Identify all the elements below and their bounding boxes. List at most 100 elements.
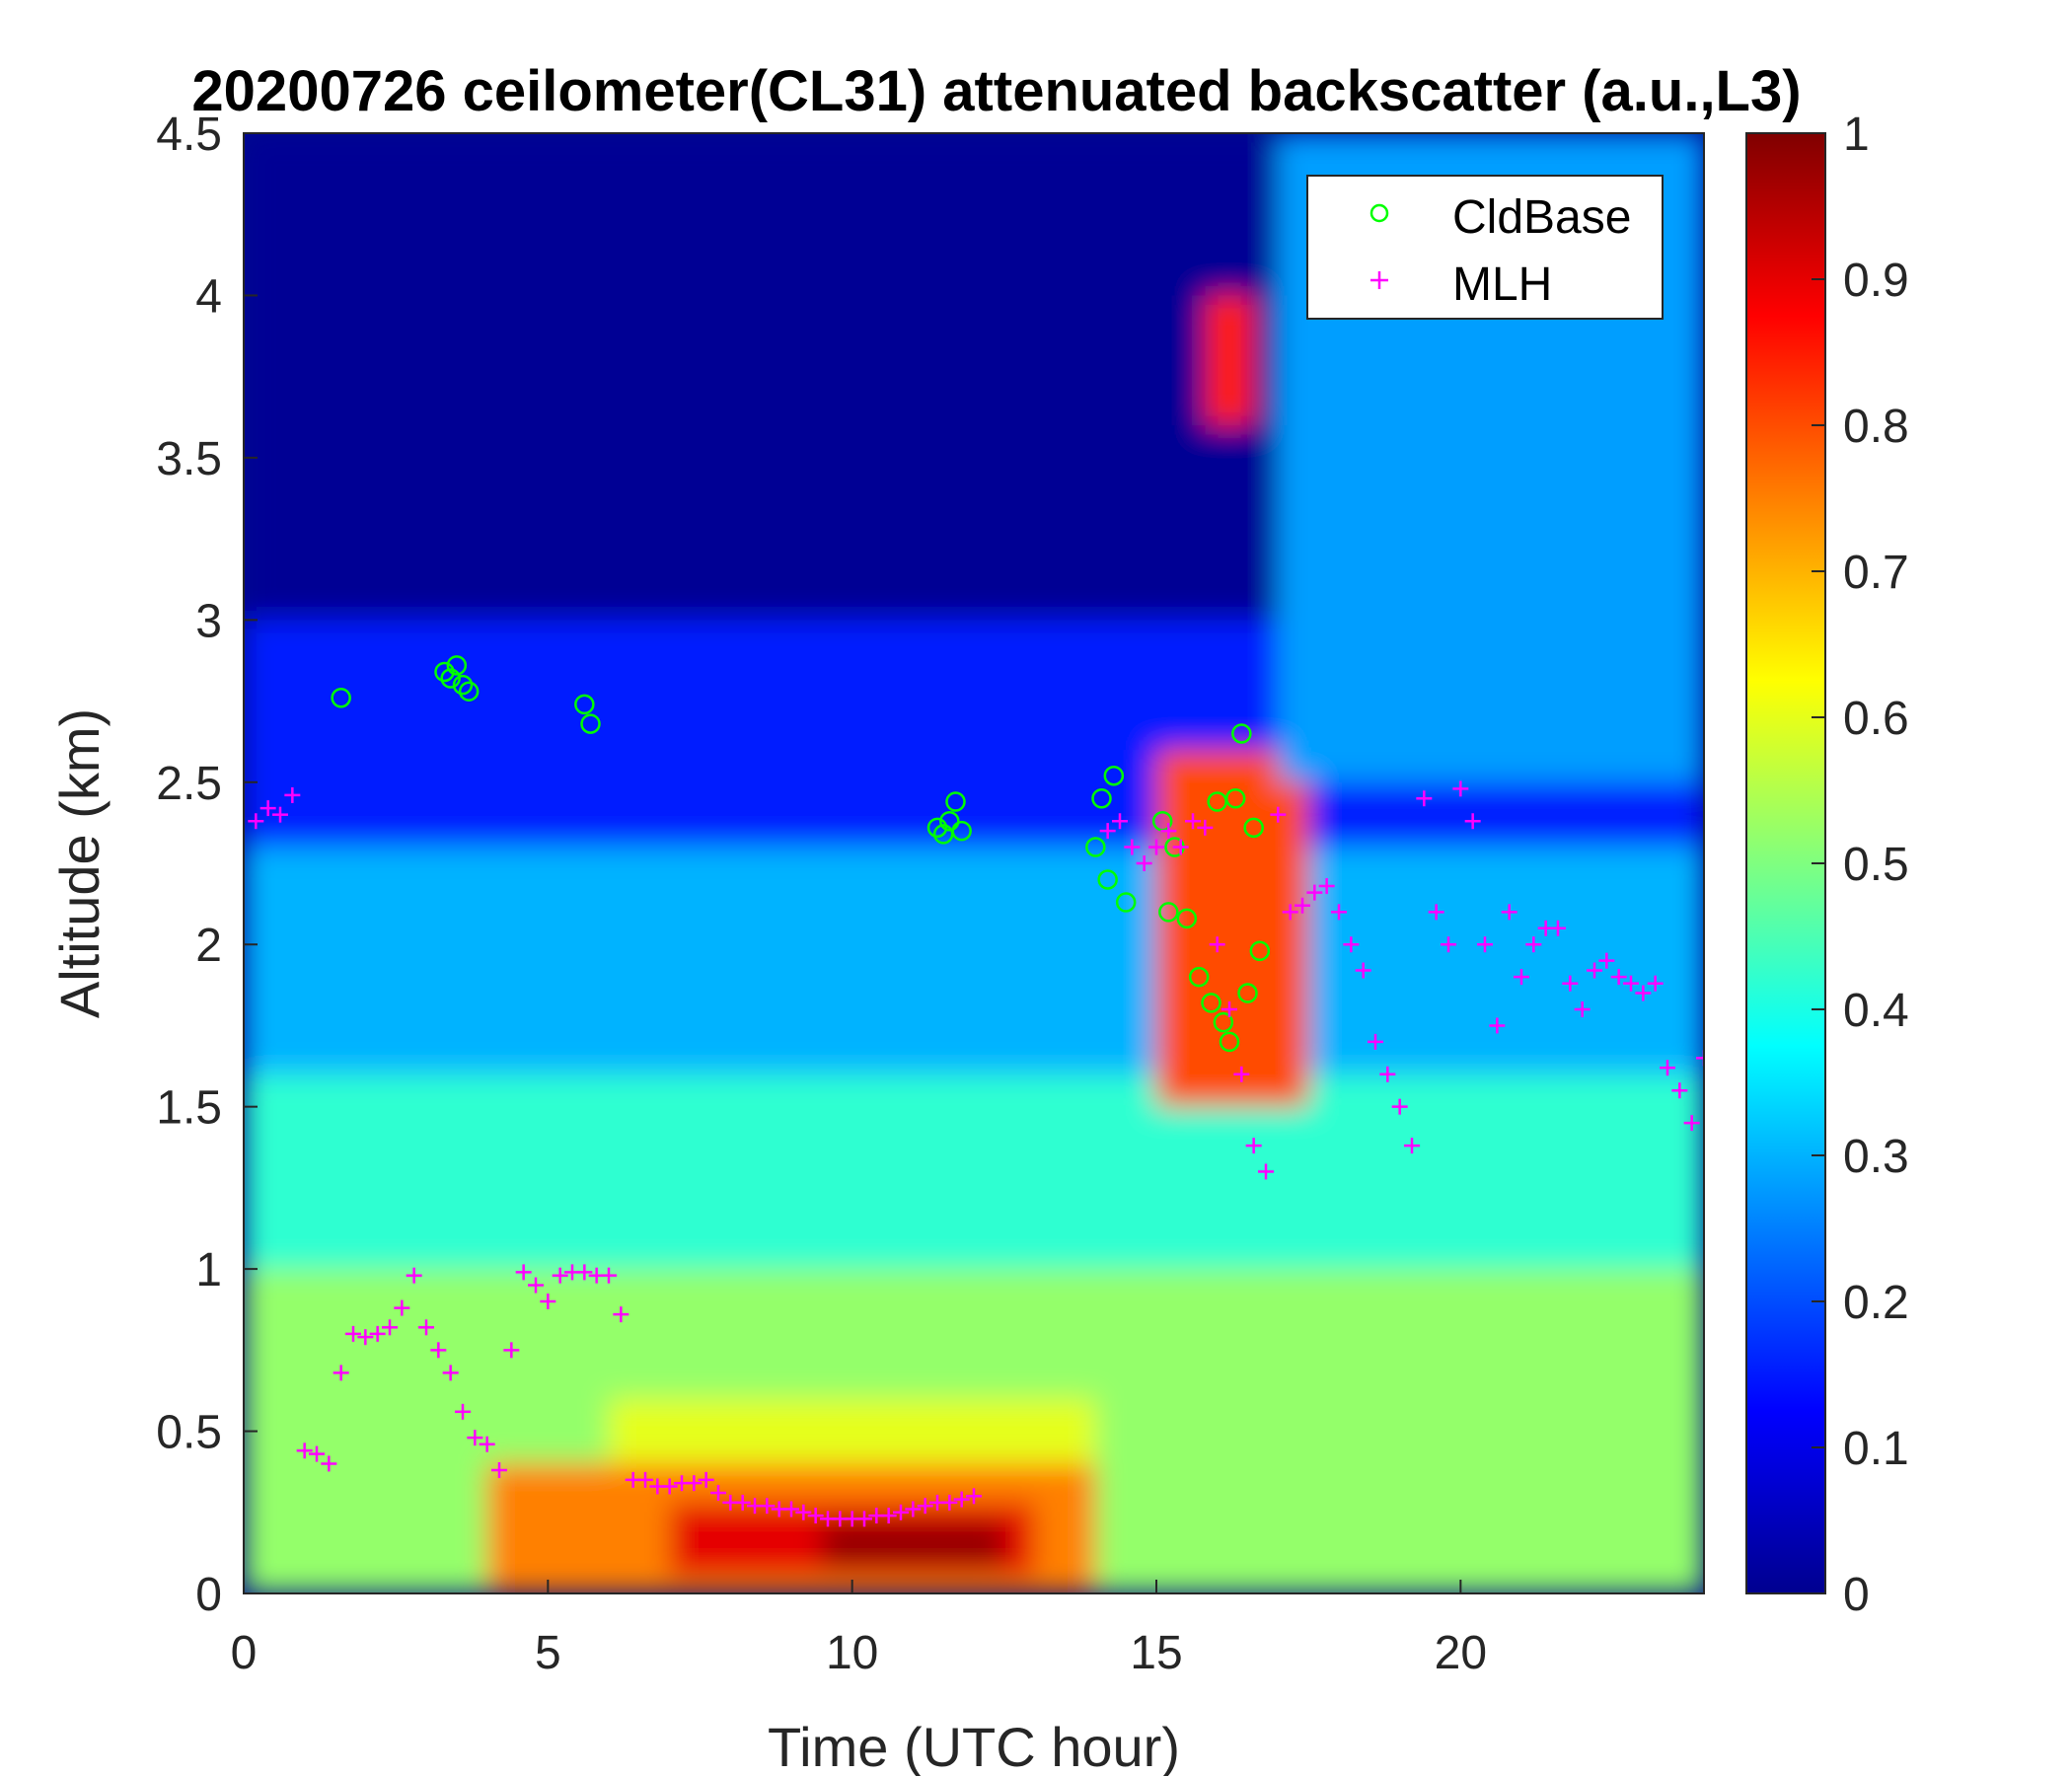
y-tick-label: 0.5 — [156, 1407, 222, 1459]
mlh-point — [394, 1299, 410, 1316]
mlh-series — [248, 780, 1704, 1527]
mlh-point — [601, 1267, 617, 1284]
mlh-point — [1318, 878, 1335, 895]
mlh-point — [637, 1471, 653, 1488]
mlh-point — [479, 1436, 495, 1452]
mlh-point — [856, 1511, 872, 1527]
mlh-point — [1148, 839, 1164, 855]
legend-cldbase-label: CldBase — [1452, 191, 1631, 244]
mlh-point — [783, 1501, 799, 1517]
cldbase-point — [939, 810, 960, 832]
y-tick-label: 2.5 — [156, 758, 222, 810]
cldbase-point — [1158, 902, 1179, 923]
mlh-point — [296, 1443, 313, 1459]
y-axis: 0 0.5 1 1.5 2 2.5 3 3.5 4 4.5 — [156, 109, 258, 1621]
cldbase-point — [1219, 1031, 1240, 1053]
mlh-point — [503, 1342, 520, 1359]
mlh-point — [1477, 936, 1493, 953]
colorbar-tick-label: 0.9 — [1843, 255, 1909, 307]
mlh-point — [613, 1306, 629, 1323]
mlh-point — [917, 1498, 933, 1515]
mlh-point — [1489, 1017, 1506, 1034]
mlh-point — [710, 1485, 726, 1502]
colorbar-tick-label: 0.2 — [1843, 1277, 1909, 1329]
cldbase-point — [446, 655, 468, 676]
x-tick-label: 15 — [1130, 1627, 1182, 1679]
cldbase-point — [945, 791, 966, 812]
mlh-point — [1647, 975, 1664, 992]
mlh-point — [1441, 936, 1456, 953]
mlh-point — [1331, 904, 1347, 921]
cldbase-point — [574, 694, 595, 715]
y-axis-label: Altitude (km) — [48, 708, 111, 1018]
mlh-point — [321, 1455, 337, 1472]
colorbar-tick-label: 0 — [1843, 1569, 1870, 1621]
mlh-point — [1598, 952, 1615, 969]
mlh-point — [576, 1264, 593, 1281]
mlh-point — [259, 800, 276, 817]
colorbar-tick-label: 0.5 — [1843, 839, 1909, 891]
mlh-point — [795, 1504, 812, 1520]
mlh-point — [1355, 962, 1371, 979]
mlh-point — [698, 1471, 714, 1488]
mlh-point — [1343, 936, 1360, 953]
y-tick-label: 4.5 — [156, 109, 222, 161]
mlh-point — [309, 1445, 325, 1462]
mlh-point — [1099, 823, 1116, 840]
mlh-point — [1514, 969, 1529, 986]
mlh-point — [540, 1294, 556, 1309]
colorbar-tick-label: 0.6 — [1843, 693, 1909, 745]
y-tick-label: 2 — [195, 920, 222, 972]
mlh-point — [807, 1508, 824, 1524]
mlh-point — [1428, 904, 1444, 921]
mlh-point — [442, 1365, 459, 1381]
mlh-point — [1452, 780, 1469, 797]
mlh-point — [1464, 813, 1481, 830]
legend-cldbase-marker — [1369, 203, 1389, 223]
backscatter-region — [1205, 295, 1254, 425]
mlh-point — [1233, 1066, 1250, 1082]
mlh-point — [880, 1508, 897, 1524]
mlh-point — [1124, 839, 1141, 855]
cldbase-point — [1188, 966, 1210, 988]
mlh-point — [552, 1267, 568, 1284]
mlh-point — [1221, 1001, 1237, 1017]
x-tick-label: 10 — [826, 1627, 878, 1679]
mlh-point — [661, 1478, 678, 1495]
mlh-point — [1660, 1060, 1675, 1076]
mlh-point — [1379, 1066, 1396, 1082]
cldbase-point — [1249, 940, 1271, 962]
mlh-point — [1501, 904, 1517, 921]
cldbase-point — [331, 688, 351, 708]
x-axis: 0 5 10 15 20 — [231, 1580, 1487, 1679]
mlh-point — [1671, 1082, 1688, 1099]
mlh-point — [455, 1403, 471, 1420]
colorbar-tick-label: 0.1 — [1843, 1423, 1909, 1475]
backscatter-region — [821, 1521, 1004, 1568]
mlh-point — [357, 1329, 374, 1346]
colorbar-tick-label: 1 — [1843, 109, 1870, 161]
y-tick-label: 0 — [195, 1569, 222, 1621]
mlh-point — [1587, 962, 1602, 979]
cldbase-series — [331, 655, 1271, 1053]
cldbase-point — [1097, 869, 1118, 890]
mlh-point — [1623, 975, 1639, 992]
chart-title: 20200726 ceilometer(CL31) attenuated bac… — [191, 59, 1801, 123]
mlh-point — [1525, 936, 1542, 953]
mlh-point — [1185, 813, 1201, 830]
mlh-point — [1574, 1001, 1591, 1017]
y-tick-label: 4 — [195, 270, 222, 323]
cldbase-point — [926, 817, 948, 839]
plot-area — [244, 133, 1704, 1593]
mlh-point — [905, 1501, 922, 1517]
legend-mlh-label: MLH — [1452, 259, 1552, 311]
mlh-point — [1245, 1138, 1262, 1154]
mlh-point — [1160, 823, 1177, 840]
cldbase-point — [1224, 787, 1246, 809]
mlh-point — [272, 806, 288, 823]
mlh-point — [759, 1498, 776, 1515]
mlh-point — [1172, 839, 1189, 855]
mlh-point — [1306, 884, 1323, 901]
y-tick-label: 1.5 — [156, 1082, 222, 1135]
